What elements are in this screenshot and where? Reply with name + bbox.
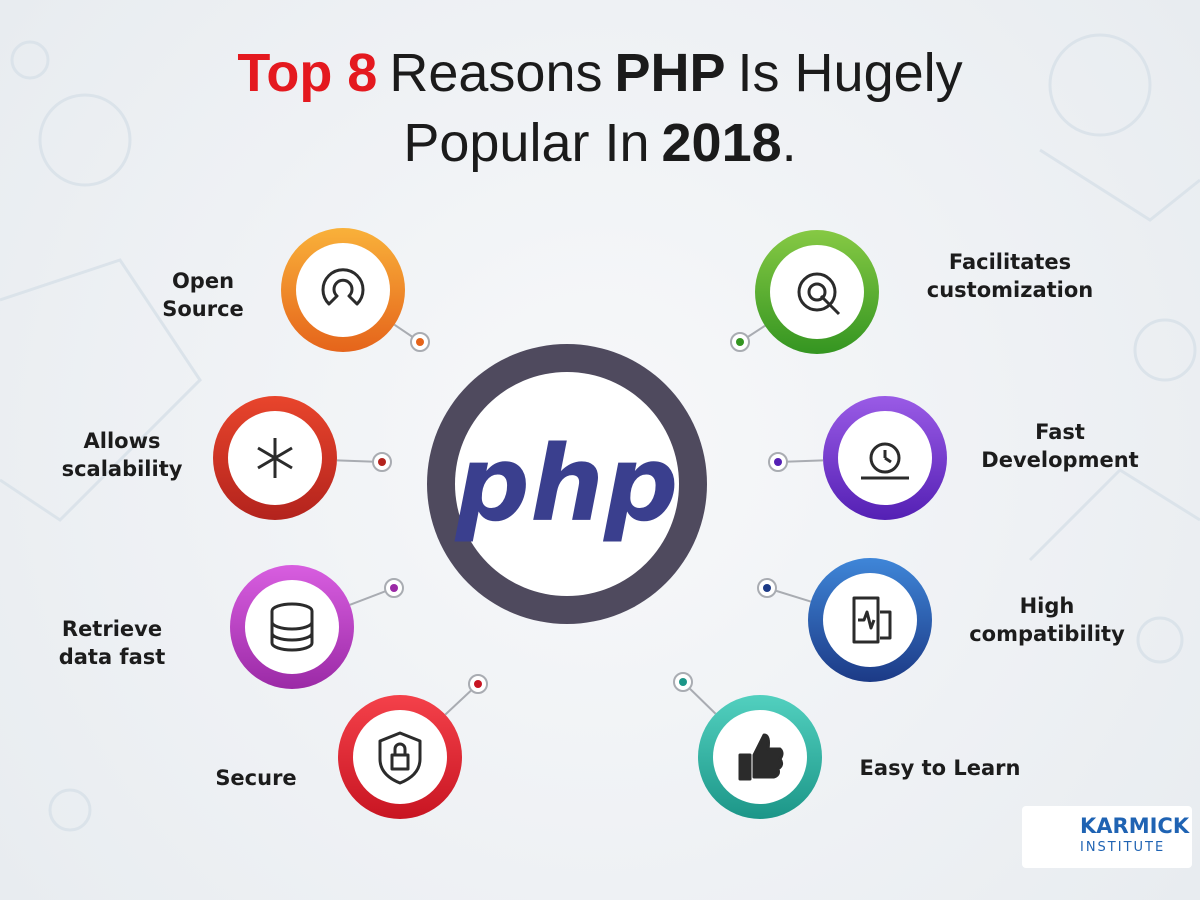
item-label-line: customization bbox=[926, 278, 1094, 302]
logo: KARMICK INSTITUTE bbox=[1022, 806, 1192, 868]
connector-dot-core bbox=[774, 458, 782, 466]
item-label: Easy to Learn bbox=[860, 754, 1021, 782]
item-icon bbox=[270, 602, 314, 652]
connector-dot-core bbox=[736, 338, 744, 346]
item-disc bbox=[770, 245, 864, 339]
item-label: Secure bbox=[215, 764, 296, 792]
logo-sub: INSTITUTE bbox=[1080, 840, 1166, 855]
item-icon bbox=[797, 272, 841, 316]
item-icon bbox=[257, 438, 293, 478]
item-disc bbox=[353, 710, 447, 804]
title-bold: PHP bbox=[614, 43, 726, 103]
logo-name: KARMICK bbox=[1080, 814, 1190, 838]
title-text: . bbox=[781, 113, 797, 173]
item-label: Facilitates customization bbox=[927, 248, 1093, 304]
item-label: Open Source bbox=[162, 267, 244, 323]
connector-dot-core bbox=[378, 458, 386, 466]
item-disc bbox=[245, 580, 339, 674]
title-text: Popular In bbox=[403, 113, 650, 173]
connector-dot-core bbox=[474, 680, 482, 688]
item-label-line: Easy to Learn bbox=[859, 756, 1021, 780]
item-label-line: Fast bbox=[1035, 420, 1085, 444]
item-icon bbox=[378, 731, 422, 785]
center-label: php bbox=[454, 423, 679, 545]
item-label: Retrieve data fast bbox=[59, 615, 166, 671]
item-icon bbox=[321, 268, 365, 306]
title-text: Is Hugely bbox=[737, 43, 963, 103]
item-label-line: Secure bbox=[215, 766, 297, 790]
item-icon bbox=[738, 733, 784, 781]
item-icon bbox=[861, 442, 909, 480]
background-decor bbox=[0, 33, 1200, 832]
item-label-line: Allows bbox=[83, 429, 161, 453]
item-label: Allows scalability bbox=[62, 427, 183, 483]
connector-dot-core bbox=[763, 584, 771, 592]
item-label-line: Facilitates bbox=[948, 250, 1072, 274]
title-line-1: Top 8 Reasons PHP Is Hugely bbox=[0, 42, 1200, 104]
title-text: Reasons bbox=[389, 43, 603, 103]
item-label-line: Development bbox=[981, 448, 1139, 472]
title-line-2: Popular In 2018. bbox=[0, 112, 1200, 174]
item-label-line: Source bbox=[162, 297, 244, 321]
item-label: Fast Development bbox=[981, 418, 1138, 474]
item-icon bbox=[852, 596, 892, 644]
item-label-line: scalability bbox=[61, 457, 183, 481]
item-label-line: compatibility bbox=[969, 622, 1125, 646]
connector-dot-core bbox=[679, 678, 687, 686]
item-label-line: Retrieve bbox=[61, 617, 163, 641]
title-bold: 2018 bbox=[661, 113, 782, 173]
connector-dot-core bbox=[390, 584, 398, 592]
title-highlight: Top 8 bbox=[237, 43, 378, 103]
item-label-line: data fast bbox=[58, 645, 166, 669]
center-disc bbox=[455, 372, 679, 596]
connector-dot-core bbox=[416, 338, 424, 346]
item-label-line: Open bbox=[171, 269, 235, 293]
item-label-line: High bbox=[1019, 594, 1075, 618]
item-label: High compatibility bbox=[969, 592, 1125, 648]
item-disc bbox=[296, 243, 390, 337]
